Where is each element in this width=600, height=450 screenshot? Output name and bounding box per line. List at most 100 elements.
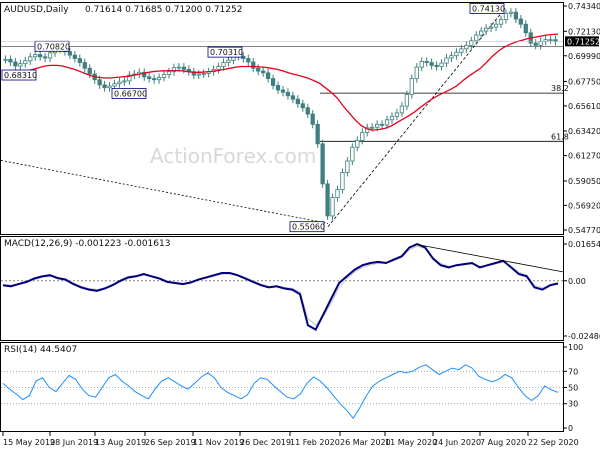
- candle-body: [3, 58, 8, 61]
- rsi-y-tick-label: 0: [568, 424, 573, 433]
- candle-body: [513, 11, 519, 20]
- candle-body: [251, 61, 256, 69]
- candle-body: [152, 78, 157, 81]
- candle-body: [523, 23, 528, 34]
- candle-body: [320, 143, 325, 185]
- candle-body: [38, 54, 43, 58]
- macd-title: MACD(12,26,9) -0.001223 -0.001613: [4, 239, 170, 249]
- candle-body: [112, 83, 117, 87]
- x-tick-label: 11 Feb 2020: [290, 438, 340, 447]
- candle-body: [8, 58, 13, 63]
- candle-body: [156, 77, 162, 81]
- candle-body: [280, 89, 286, 93]
- candle-body: [87, 67, 92, 75]
- candle-body: [256, 67, 261, 72]
- candle-body: [305, 107, 310, 115]
- candle-body: [72, 54, 77, 59]
- price-y-tick-label: 0.72130: [568, 27, 600, 36]
- price-y-tick-label: 0.69990: [568, 52, 600, 61]
- rising-trend-line: [327, 8, 506, 227]
- x-tick-label: 22 Sep 2020: [528, 438, 579, 447]
- candle-body: [498, 19, 504, 25]
- candle-body: [389, 115, 395, 121]
- candle-body: [226, 59, 231, 63]
- x-tick-label: 15 May 2019: [3, 438, 55, 447]
- candle-body: [161, 74, 167, 78]
- candle-body: [315, 123, 320, 145]
- rsi-y-tick-label: 30: [568, 400, 578, 409]
- last-price-tag: [565, 36, 599, 47]
- candle-body: [518, 18, 523, 25]
- candle-body: [484, 27, 489, 32]
- candle-body: [479, 30, 484, 36]
- candle-body: [414, 66, 419, 79]
- price-annotation-box: [469, 3, 505, 14]
- candle-body: [127, 74, 132, 82]
- candle-body: [419, 60, 424, 68]
- price-annotation-label: 0.66700: [114, 89, 147, 98]
- ohlc-readout: 0.71614 0.71685 0.71200 0.71252: [85, 5, 242, 15]
- rsi-y-tick-label: 100: [568, 343, 583, 352]
- candle-body: [265, 72, 271, 79]
- rsi-y-tick-label: 50: [568, 384, 578, 393]
- candle-body: [340, 172, 345, 190]
- price-panel-frame: [0, 2, 564, 235]
- candle-body: [444, 57, 449, 64]
- x-tick-label: 24 Jun 2020: [433, 438, 481, 447]
- macd-panel-frame: [0, 236, 564, 341]
- price-y-tick-label: 0.74340: [568, 2, 600, 11]
- candle-body: [181, 66, 187, 70]
- candle-body: [409, 78, 414, 95]
- candle-body: [300, 103, 305, 109]
- candle-body: [166, 71, 172, 75]
- candle-body: [47, 52, 53, 59]
- candle-body: [246, 58, 251, 63]
- candle-body: [464, 44, 469, 50]
- candle-body: [325, 183, 330, 217]
- rsi-y-tick-label: 70: [568, 367, 578, 376]
- moving-average-line: [2, 33, 559, 131]
- candle-body: [434, 65, 439, 67]
- macd-trend-line: [414, 243, 564, 273]
- candle-body: [399, 105, 405, 114]
- macd-y-axis: 0.01654 0.00 -0.02486: [563, 240, 600, 341]
- candle-body: [379, 123, 385, 126]
- x-tick-label: 26 Mar 2020: [340, 438, 391, 447]
- trend-lines: [0, 8, 563, 227]
- candle-body: [221, 62, 226, 67]
- candle-body: [439, 62, 444, 67]
- rsi-line: [2, 364, 559, 420]
- candle-body: [394, 112, 400, 117]
- candle-body: [360, 131, 365, 141]
- candle-body: [374, 123, 380, 128]
- candle-body: [216, 66, 221, 70]
- price-y-tick-label: 0.67750: [568, 77, 600, 86]
- long-term-trend-line: [0, 160, 329, 224]
- candle-body: [18, 63, 23, 67]
- price-annotations: 0.68310 0.70820 0.66700 0.70310 0.55060 0.741…: [1, 3, 505, 233]
- macd-y-tick-label: -0.02486: [568, 332, 600, 341]
- x-tick-label: 26 Sep 2019: [145, 438, 196, 447]
- candle-body: [310, 113, 315, 125]
- candle-body: [270, 78, 276, 86]
- candle-body: [28, 56, 33, 62]
- candle-body: [503, 12, 509, 21]
- candle-body: [290, 95, 296, 100]
- price-annotation-box: [1, 69, 37, 81]
- candle-body: [355, 139, 360, 148]
- macd-y-tick-label: 0.01654: [568, 240, 600, 249]
- price-y-tick-label: 0.59050: [568, 177, 600, 186]
- candle-body: [275, 85, 281, 91]
- candle-body: [459, 48, 464, 53]
- candle-body: [97, 79, 102, 86]
- candle-body: [261, 70, 266, 74]
- fib-level-label: 61.8: [551, 132, 569, 141]
- candle-body: [171, 67, 177, 73]
- x-tick-label: 7 Aug 2020: [480, 438, 526, 447]
- candle-body: [449, 55, 454, 59]
- candle-body: [384, 119, 390, 126]
- candle-body: [365, 127, 370, 133]
- candle-body: [67, 51, 73, 56]
- price-annotation-label: 0.70820: [37, 42, 70, 51]
- macd-line: [2, 243, 559, 331]
